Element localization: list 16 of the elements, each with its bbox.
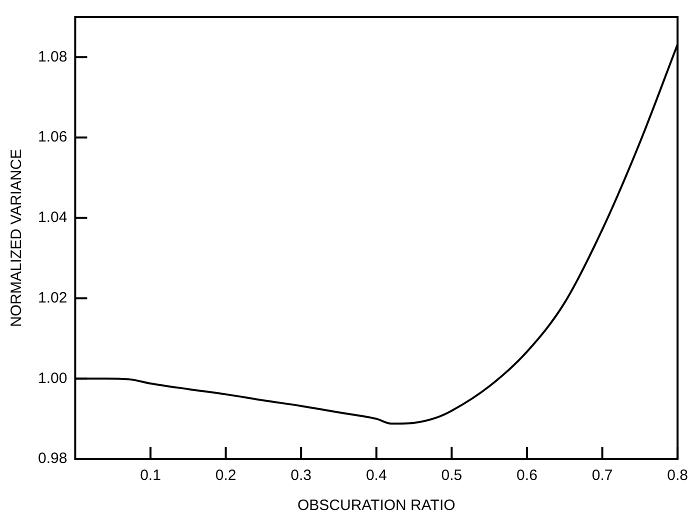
y-tick-label: 0.98 bbox=[38, 450, 68, 468]
x-axis-title: OBSCURATION RATIO bbox=[297, 497, 456, 514]
x-tick-label: 0.6 bbox=[516, 467, 538, 484]
x-tick-label: 0.1 bbox=[140, 467, 161, 484]
y-tick-label: 1.08 bbox=[38, 48, 68, 66]
y-tick-label: 1.02 bbox=[38, 289, 68, 306]
y-tick-label: 1.00 bbox=[38, 370, 68, 387]
x-tick-label: 0.7 bbox=[592, 467, 613, 484]
x-tick-label: 0.4 bbox=[366, 467, 387, 484]
x-tick-label: 0.2 bbox=[215, 467, 236, 484]
x-tick-label: 0.3 bbox=[290, 467, 312, 484]
x-tick-label: 0.8 bbox=[667, 467, 688, 484]
y-tick-label: 1.06 bbox=[38, 128, 68, 146]
x-tick-label: 0.5 bbox=[441, 467, 462, 484]
y-tick-label: 1.04 bbox=[38, 209, 68, 226]
y-axis-title: NORMALIZED VARIANCE bbox=[8, 148, 26, 328]
